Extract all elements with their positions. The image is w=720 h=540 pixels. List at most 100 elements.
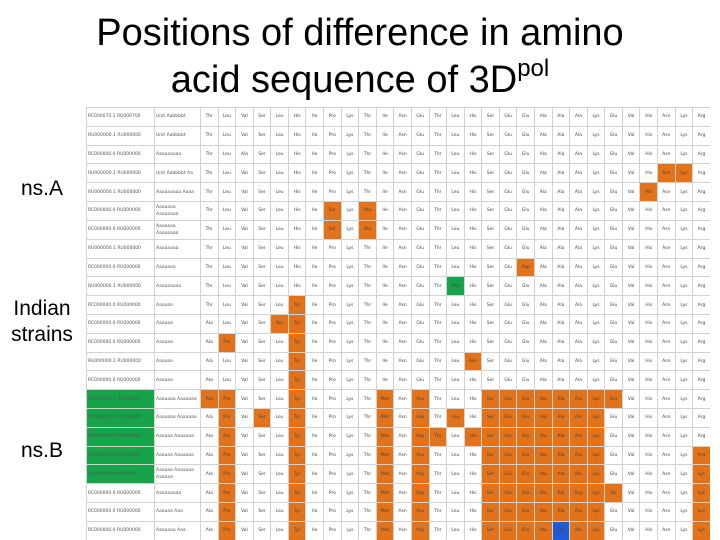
residue-cell: Tyr	[287, 295, 307, 315]
residue-cell: Leu	[446, 370, 465, 391]
residue-cell: Met	[375, 408, 395, 428]
residue-cell: Asn	[393, 445, 412, 466]
residue-cell: Val	[235, 389, 254, 409]
residue-cell: Pro	[323, 257, 342, 278]
residue-cell: Ala	[200, 426, 219, 447]
residue-cell: Ala	[551, 332, 571, 353]
accession-cell: RC000000.0 RU000000	[86, 370, 155, 391]
residue-cell: Glu	[410, 163, 430, 184]
residue-cell: Leu	[446, 144, 465, 165]
residue-cell: Val	[621, 201, 641, 221]
residue-cell: Ala	[551, 502, 571, 522]
residue-cell: His	[463, 219, 483, 240]
residue-cell: Asn	[393, 426, 412, 447]
accession-cell: RC000000.0 RU000000	[86, 408, 155, 428]
residue-cell: Leu	[217, 276, 237, 297]
residue-cell: Glu	[516, 483, 535, 504]
residue-cell: Ala	[235, 144, 254, 165]
residue-cell: His	[463, 483, 483, 504]
residue-cell: Asn	[393, 182, 412, 203]
residue-cell: Ser	[323, 219, 342, 240]
residue-cell: Ala	[551, 445, 571, 466]
residue-cell: Arg	[692, 219, 710, 240]
residue-cell: Leu	[446, 408, 465, 428]
residue-cell: Pro	[217, 445, 237, 466]
title-line-1: Positions of difference in amino	[96, 12, 624, 54]
residue-cell: Glu	[604, 426, 623, 447]
residue-cell: Ala	[569, 276, 588, 297]
label-ns-b: ns.B	[20, 439, 64, 462]
strain-name-cell: Aaaaaa Aaa	[154, 502, 201, 522]
accession-cell: RC000000.0 RU000000	[86, 313, 155, 334]
residue-cell: Leu	[446, 107, 465, 127]
residue-cell: Thr	[358, 408, 377, 428]
residue-cell: Ser	[481, 389, 500, 409]
residue-cell: Pro	[323, 144, 342, 165]
residue-cell: Ser	[481, 313, 500, 334]
residue-cell: Thr	[358, 144, 377, 165]
residue-cell: Glu	[498, 182, 518, 203]
residue-cell: His	[639, 163, 659, 184]
residue-cell: Ala	[569, 219, 588, 240]
residue-cell: Glu	[498, 426, 518, 447]
residue-cell: Leu	[446, 219, 465, 240]
residue-cell: Ser	[252, 464, 272, 485]
residue-cell: Ser	[481, 107, 500, 127]
strain-name-cell: Aaaaaa	[154, 351, 201, 372]
residue-cell: Glu	[604, 313, 623, 334]
residue-cell: Ser	[481, 238, 500, 259]
residue-cell: Asn	[657, 370, 676, 391]
residue-cell: Ala	[551, 201, 571, 221]
residue-cell: Lys	[586, 351, 606, 372]
residue-cell: Val	[621, 445, 641, 466]
residue-cell: Thr	[428, 144, 448, 165]
residue-cell: Ala	[551, 408, 571, 428]
residue-cell: Asn	[393, 238, 412, 259]
residue-cell: Glu	[498, 163, 518, 184]
table-row: RU000000.1 RU000000 Aaaaaaaa Thr Leu Val Ser L…	[86, 238, 710, 259]
residue-cell: His	[463, 144, 483, 165]
residue-cell: Asn	[393, 276, 412, 297]
residue-cell: Lys	[674, 201, 694, 221]
residue-cell: Leu	[446, 426, 465, 447]
residue-cell: Ser	[252, 276, 272, 297]
residue-cell: Thr	[358, 163, 377, 184]
residue-cell: Ala	[533, 502, 553, 522]
residue-cell: Ala	[569, 502, 588, 522]
residue-cell: Asp	[410, 502, 430, 522]
residue-cell: Glu	[410, 182, 430, 203]
residue-cell: Ala	[551, 125, 571, 146]
residue-cell: Ile	[305, 125, 325, 146]
residue-cell: Lys	[674, 238, 694, 259]
residue-cell: Leu	[270, 238, 289, 259]
residue-cell: Leu	[217, 370, 237, 391]
accession-cell: RU000000.1 RU000000	[86, 276, 155, 297]
accession-cell: RC000000.0 RU000000	[86, 445, 155, 466]
residue-cell: Lys	[674, 520, 694, 540]
residue-cell: Arg	[692, 295, 710, 315]
strain-name-cell: Aaaaaaaa	[154, 238, 201, 259]
residue-cell: Asn	[657, 389, 676, 409]
residue-cell: Tyr	[287, 370, 307, 391]
residue-cell: Lys	[586, 389, 606, 409]
residue-cell: Lys	[586, 370, 606, 391]
residue-cell: Asn	[657, 313, 676, 334]
residue-cell: Lys	[340, 370, 360, 391]
residue-cell: Glu	[516, 389, 535, 409]
residue-cell: Ile	[305, 445, 325, 466]
residue-cell: Asn	[393, 219, 412, 240]
residue-cell: Lys	[340, 219, 360, 240]
residue-cell: Arg	[692, 144, 710, 165]
residue-cell: Ser	[252, 408, 272, 428]
accession-cell: RU000000.1 RU000000	[86, 389, 155, 409]
residue-cell: Ile	[305, 201, 325, 221]
residue-cell: Glu	[516, 201, 535, 221]
residue-cell: Asn	[657, 464, 676, 485]
residue-cell: Glu	[604, 125, 623, 146]
residue-cell: Glu	[604, 219, 623, 240]
residue-cell: Ala	[569, 107, 588, 127]
residue-cell: Arg	[692, 408, 710, 428]
residue-cell: Ala	[200, 464, 219, 485]
residue-cell: Thr	[358, 351, 377, 372]
residue-cell: Val	[235, 483, 254, 504]
